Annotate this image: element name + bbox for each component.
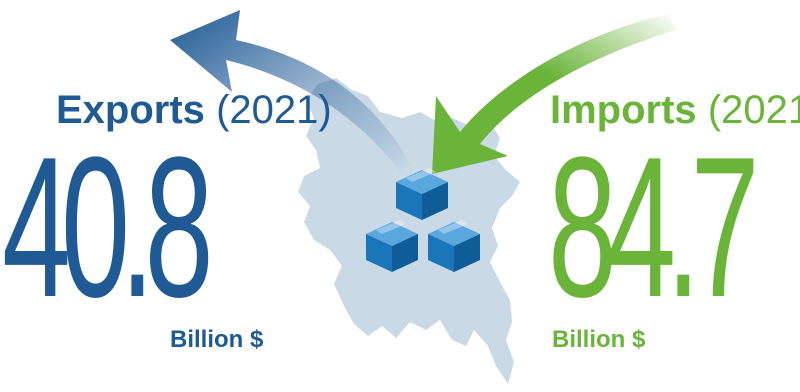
box-top-icon: [396, 168, 448, 220]
exports-label: Exports: [56, 88, 205, 132]
imports-unit: Billion $: [552, 326, 646, 353]
cargo-boxes-icon: [366, 168, 480, 272]
imports-label: Imports: [550, 88, 697, 132]
box-left-icon: [366, 220, 418, 272]
exports-value: 40.8: [2, 116, 214, 339]
export-arrow-icon: [170, 10, 410, 172]
exports-year: (2021): [216, 88, 332, 132]
exports-unit: Billion $: [170, 326, 264, 353]
box-right-icon: [428, 220, 480, 272]
exports-heading: Exports (2021): [56, 88, 332, 132]
imports-heading: Imports (2021): [550, 88, 800, 132]
imports-value: 84.7: [548, 116, 760, 339]
imports-year: (2021): [707, 88, 800, 132]
import-arrow-icon: [432, 14, 676, 174]
